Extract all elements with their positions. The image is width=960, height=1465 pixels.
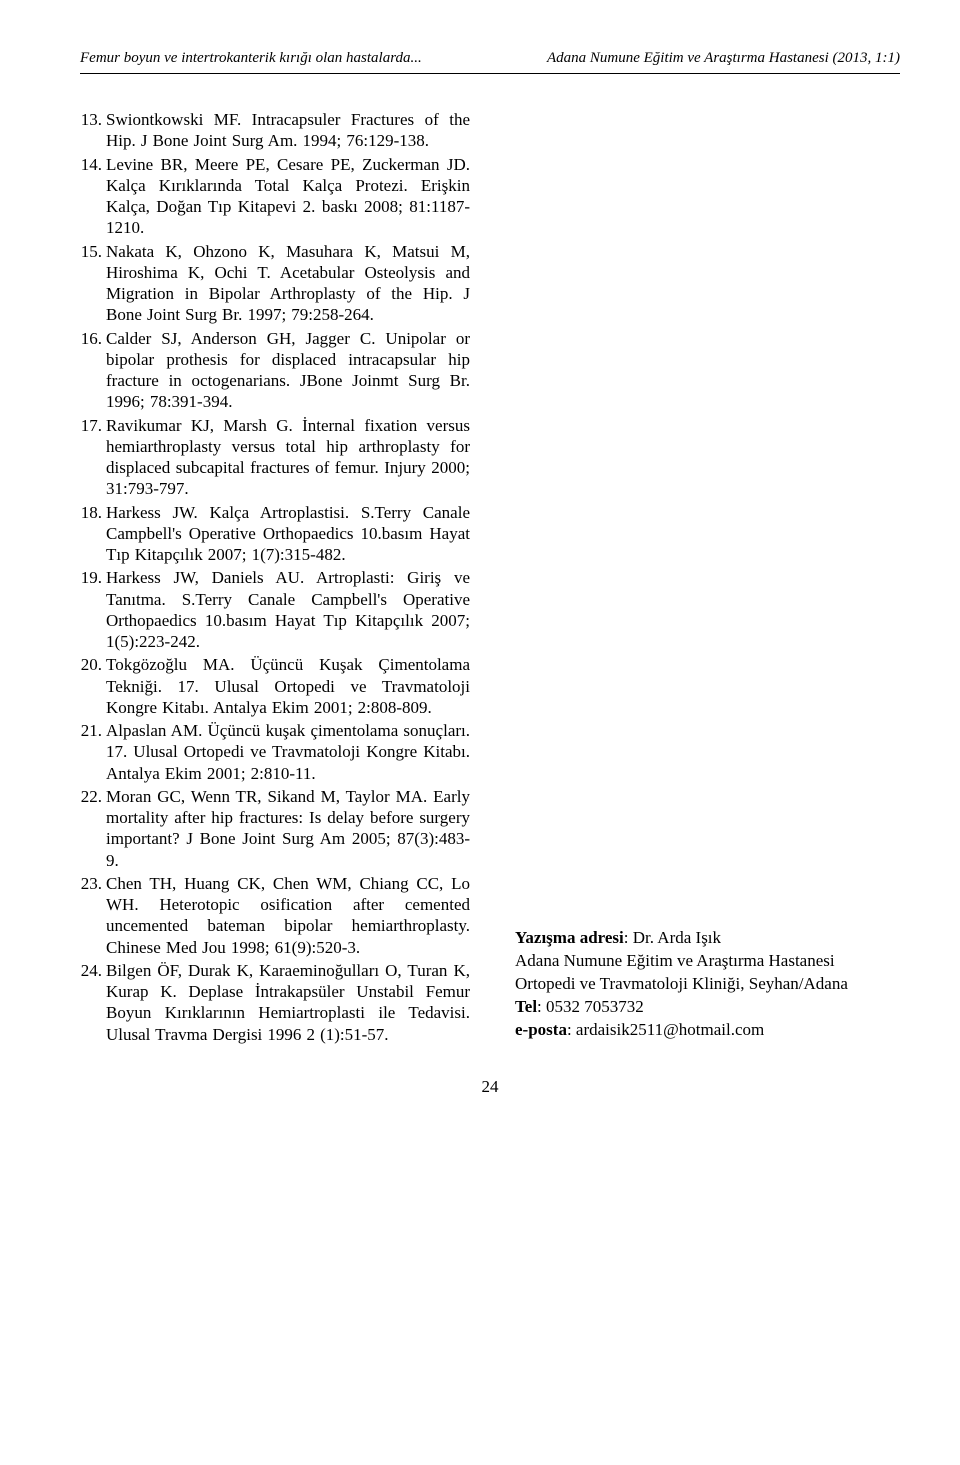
reference-text: Tokgözoğlu MA. Üçüncü Kuşak Çimentolama … xyxy=(106,654,470,718)
reference-text: Swiontkowski MF. Intracapsuler Fractures… xyxy=(106,109,470,152)
reference-number: 16. xyxy=(80,328,106,413)
reference-list: 13.Swiontkowski MF. Intracapsuler Fractu… xyxy=(80,109,470,1045)
correspondence-column: Yazışma adresi: Dr. Arda Işık Adana Numu… xyxy=(515,109,900,1047)
references-column: 13.Swiontkowski MF. Intracapsuler Fractu… xyxy=(80,109,470,1047)
header-left: Femur boyun ve intertrokanterik kırığı o… xyxy=(80,50,422,67)
header-divider xyxy=(80,73,900,74)
correspondence-email: e-posta: ardaisik2511@hotmail.com xyxy=(515,1019,900,1042)
reference-text: Bilgen ÖF, Durak K, Karaeminoğulları O, … xyxy=(106,960,470,1045)
tel-label: Tel xyxy=(515,997,537,1016)
correspondence-address: Yazışma adresi: Dr. Arda Işık xyxy=(515,927,900,950)
reference-item: 19.Harkess JW, Daniels AU. Artroplasti: … xyxy=(80,567,470,652)
correspondence-institution: Adana Numune Eğitim ve Araştırma Hastane… xyxy=(515,950,900,973)
reference-item: 22.Moran GC, Wenn TR, Sikand M, Taylor M… xyxy=(80,786,470,871)
reference-number: 15. xyxy=(80,241,106,326)
reference-number: 23. xyxy=(80,873,106,958)
correspondence-department: Ortopedi ve Travmatoloji Kliniği, Seyhan… xyxy=(515,973,900,996)
reference-number: 21. xyxy=(80,720,106,784)
reference-item: 17.Ravikumar KJ, Marsh G. İnternal fixat… xyxy=(80,415,470,500)
reference-number: 22. xyxy=(80,786,106,871)
reference-item: 23.Chen TH, Huang CK, Chen WM, Chiang CC… xyxy=(80,873,470,958)
reference-number: 14. xyxy=(80,154,106,239)
reference-number: 17. xyxy=(80,415,106,500)
page-number: 24 xyxy=(80,1077,900,1097)
reference-item: 24.Bilgen ÖF, Durak K, Karaeminoğulları … xyxy=(80,960,470,1045)
tel-value: : 0532 7053732 xyxy=(537,997,644,1016)
reference-text: Nakata K, Ohzono K, Masuhara K, Matsui M… xyxy=(106,241,470,326)
reference-item: 21.Alpaslan AM. Üçüncü kuşak çimentolama… xyxy=(80,720,470,784)
reference-number: 13. xyxy=(80,109,106,152)
correspondence-block: Yazışma adresi: Dr. Arda Işık Adana Numu… xyxy=(515,927,900,1042)
reference-number: 20. xyxy=(80,654,106,718)
reference-number: 24. xyxy=(80,960,106,1045)
correspondence-tel: Tel: 0532 7053732 xyxy=(515,996,900,1019)
address-label: Yazışma adresi xyxy=(515,928,624,947)
reference-text: Calder SJ, Anderson GH, Jagger C. Unipol… xyxy=(106,328,470,413)
reference-text: Moran GC, Wenn TR, Sikand M, Taylor MA. … xyxy=(106,786,470,871)
reference-text: Levine BR, Meere PE, Cesare PE, Zuckerma… xyxy=(106,154,470,239)
header-right: Adana Numune Eğitim ve Araştırma Hastane… xyxy=(547,50,900,67)
email-value: : ardaisik2511@hotmail.com xyxy=(567,1020,764,1039)
reference-text: Harkess JW, Daniels AU. Artroplasti: Gir… xyxy=(106,567,470,652)
reference-text: Harkess JW. Kalça Artroplastisi. S.Terry… xyxy=(106,502,470,566)
reference-number: 19. xyxy=(80,567,106,652)
address-name: : Dr. Arda Işık xyxy=(624,928,721,947)
reference-item: 16.Calder SJ, Anderson GH, Jagger C. Uni… xyxy=(80,328,470,413)
reference-text: Alpaslan AM. Üçüncü kuşak çimentolama so… xyxy=(106,720,470,784)
reference-text: Ravikumar KJ, Marsh G. İnternal fixation… xyxy=(106,415,470,500)
reference-item: 20.Tokgözoğlu MA. Üçüncü Kuşak Çimentola… xyxy=(80,654,470,718)
reference-item: 14.Levine BR, Meere PE, Cesare PE, Zucke… xyxy=(80,154,470,239)
content-grid: 13.Swiontkowski MF. Intracapsuler Fractu… xyxy=(80,109,900,1047)
reference-number: 18. xyxy=(80,502,106,566)
reference-item: 15.Nakata K, Ohzono K, Masuhara K, Matsu… xyxy=(80,241,470,326)
reference-text: Chen TH, Huang CK, Chen WM, Chiang CC, L… xyxy=(106,873,470,958)
reference-item: 18.Harkess JW. Kalça Artroplastisi. S.Te… xyxy=(80,502,470,566)
reference-item: 13.Swiontkowski MF. Intracapsuler Fractu… xyxy=(80,109,470,152)
email-label: e-posta xyxy=(515,1020,567,1039)
running-header: Femur boyun ve intertrokanterik kırığı o… xyxy=(80,50,900,67)
